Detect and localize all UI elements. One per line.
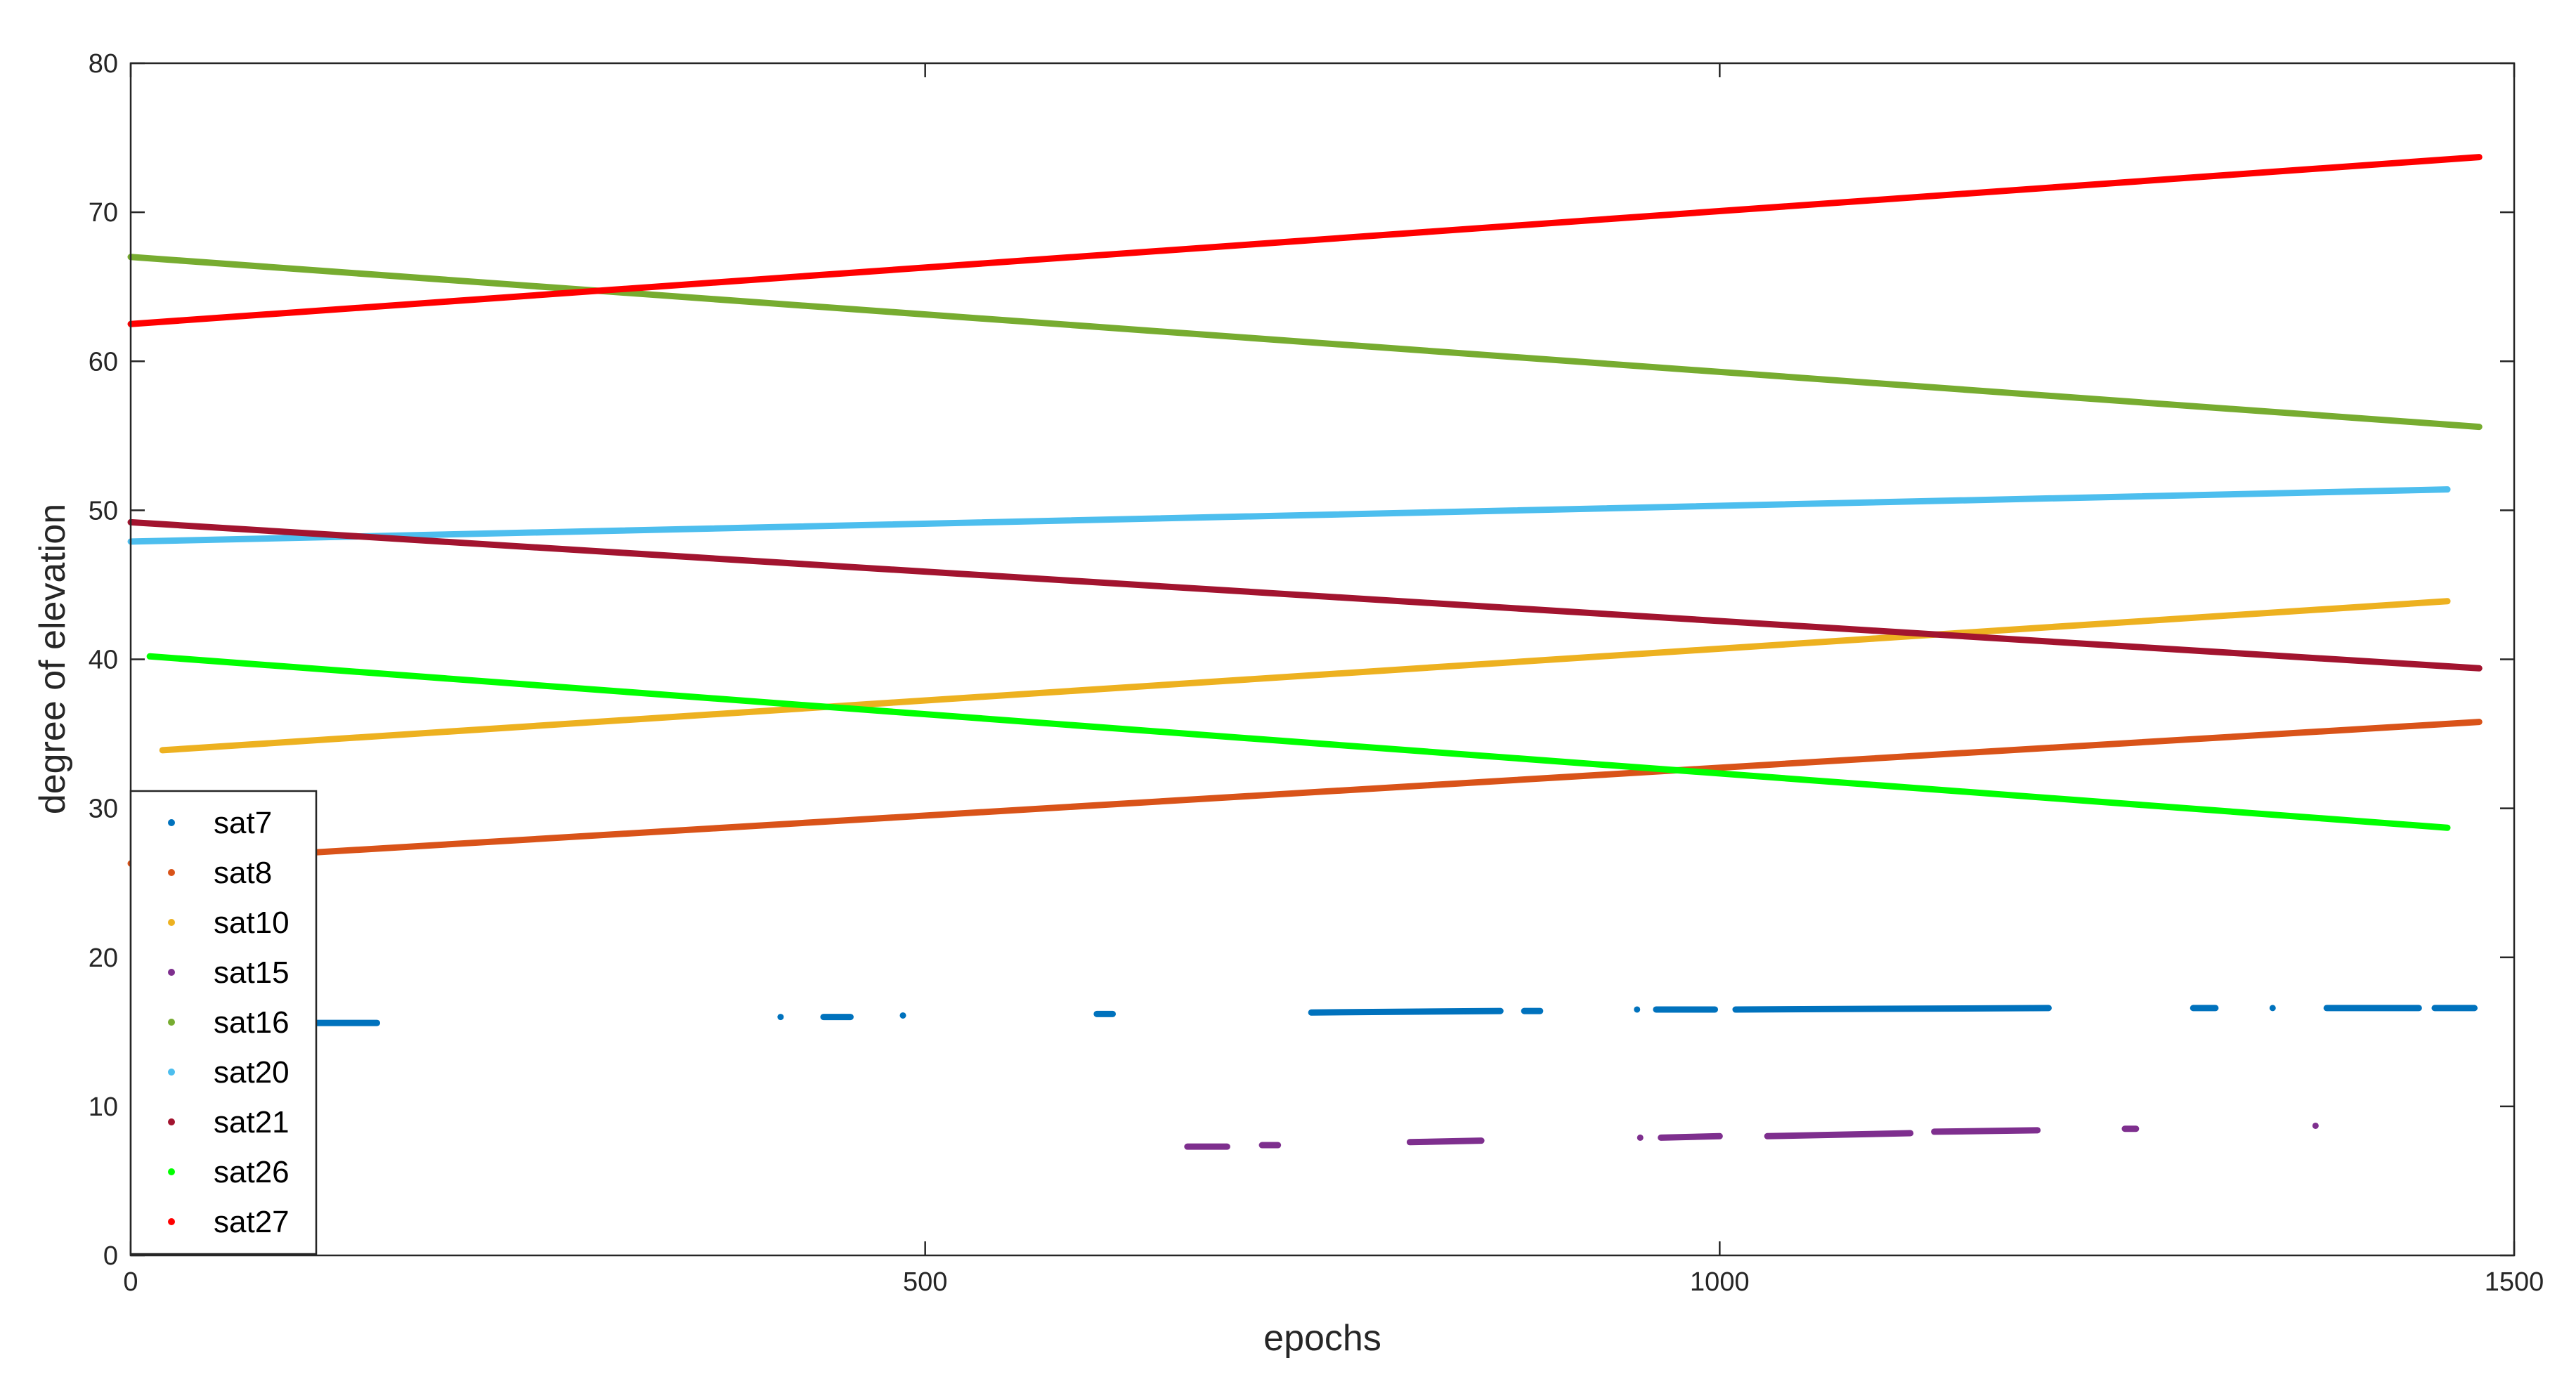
y-tick-label: 0 (103, 1241, 118, 1271)
y-tick-label: 50 (89, 496, 118, 525)
series-sat7 (286, 1005, 2478, 1026)
sat10-points (159, 598, 2451, 754)
series-sat15 (1184, 1122, 2319, 1150)
legend-box (129, 790, 318, 1255)
tick-labels: 0 500 1000 1500 0 10 20 30 40 50 60 70 80 (89, 49, 2544, 1297)
legend-marker-sat20 (168, 1069, 175, 1076)
legend: sat7 sat8 sat10 sat15 sat16 sat20 sat21 sat26 sa… (129, 790, 318, 1255)
legend-marker-sat21 (168, 1118, 175, 1125)
legend-marker-sat7 (168, 819, 175, 826)
sat15-points (1764, 1130, 1914, 1139)
series-sat21 (127, 518, 2483, 672)
legend-marker-sat15 (168, 969, 175, 976)
sat20-points (127, 486, 2451, 545)
legend-label-sat7: sat7 (214, 806, 272, 840)
sat15-points (1931, 1127, 2041, 1135)
series-sat26 (146, 653, 2451, 831)
legend-label-sat27: sat27 (214, 1205, 290, 1239)
sat7-points (1732, 1005, 2052, 1013)
legend-label-sat21: sat21 (214, 1105, 290, 1139)
sat7-points (1308, 1007, 1504, 1016)
x-tick-label: 500 (903, 1267, 947, 1297)
legend-label-sat20: sat20 (214, 1055, 290, 1090)
sat8-points (127, 719, 2483, 867)
legend-label-sat16: sat16 (214, 1005, 290, 1040)
plot-frame (129, 62, 2516, 1257)
x-axis-label: epochs (1263, 1318, 1381, 1359)
y-tick-label: 70 (89, 198, 118, 228)
legend-marker-sat10 (168, 919, 175, 926)
series-sat20 (127, 486, 2451, 545)
y-tick-label: 60 (89, 347, 118, 377)
plot-area (131, 63, 2514, 1255)
y-tick-label: 30 (89, 795, 118, 824)
legend-label-sat15: sat15 (214, 955, 290, 990)
sat15-points (1658, 1132, 1723, 1141)
y-tick-label: 20 (89, 943, 118, 973)
y-tick-label: 10 (89, 1092, 118, 1122)
series-sat16 (127, 254, 2483, 431)
sat27-points (127, 154, 2483, 327)
y-tick-label: 40 (89, 646, 118, 675)
legend-marker-sat8 (168, 869, 175, 876)
legend-label-sat26: sat26 (214, 1155, 290, 1189)
legend-marker-sat26 (168, 1168, 175, 1175)
x-tick-label: 1000 (1690, 1267, 1750, 1297)
series-sat8 (127, 719, 2483, 867)
x-tick-label: 0 (123, 1267, 138, 1297)
legend-marker-sat16 (168, 1019, 175, 1026)
legend-label-sat10: sat10 (214, 906, 290, 940)
data-layer (127, 154, 2483, 1150)
series-sat27 (127, 154, 2483, 327)
y-tick-label: 80 (89, 49, 118, 79)
sat26-points (146, 653, 2451, 831)
legend-label-sat8: sat8 (214, 856, 272, 890)
legend-marker-sat27 (168, 1218, 175, 1225)
series-sat10 (159, 598, 2451, 754)
x-tick-label: 1500 (2485, 1267, 2544, 1297)
y-axis-label: degree of elevation (32, 504, 73, 814)
sat16-points (127, 254, 2483, 431)
sat15-points (1406, 1137, 1485, 1146)
sat21-points (127, 518, 2483, 672)
